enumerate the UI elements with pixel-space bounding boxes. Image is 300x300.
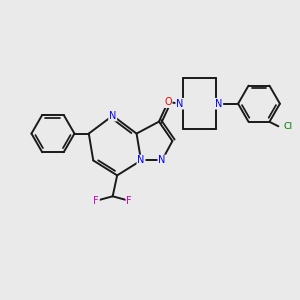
Text: F: F (126, 196, 132, 206)
Text: N: N (137, 155, 145, 166)
Text: N: N (215, 99, 222, 109)
Text: N: N (158, 155, 166, 166)
Text: N: N (176, 99, 184, 109)
Text: O: O (164, 97, 172, 107)
Text: F: F (93, 196, 99, 206)
Text: N: N (109, 111, 116, 121)
Text: Cl: Cl (284, 122, 293, 131)
